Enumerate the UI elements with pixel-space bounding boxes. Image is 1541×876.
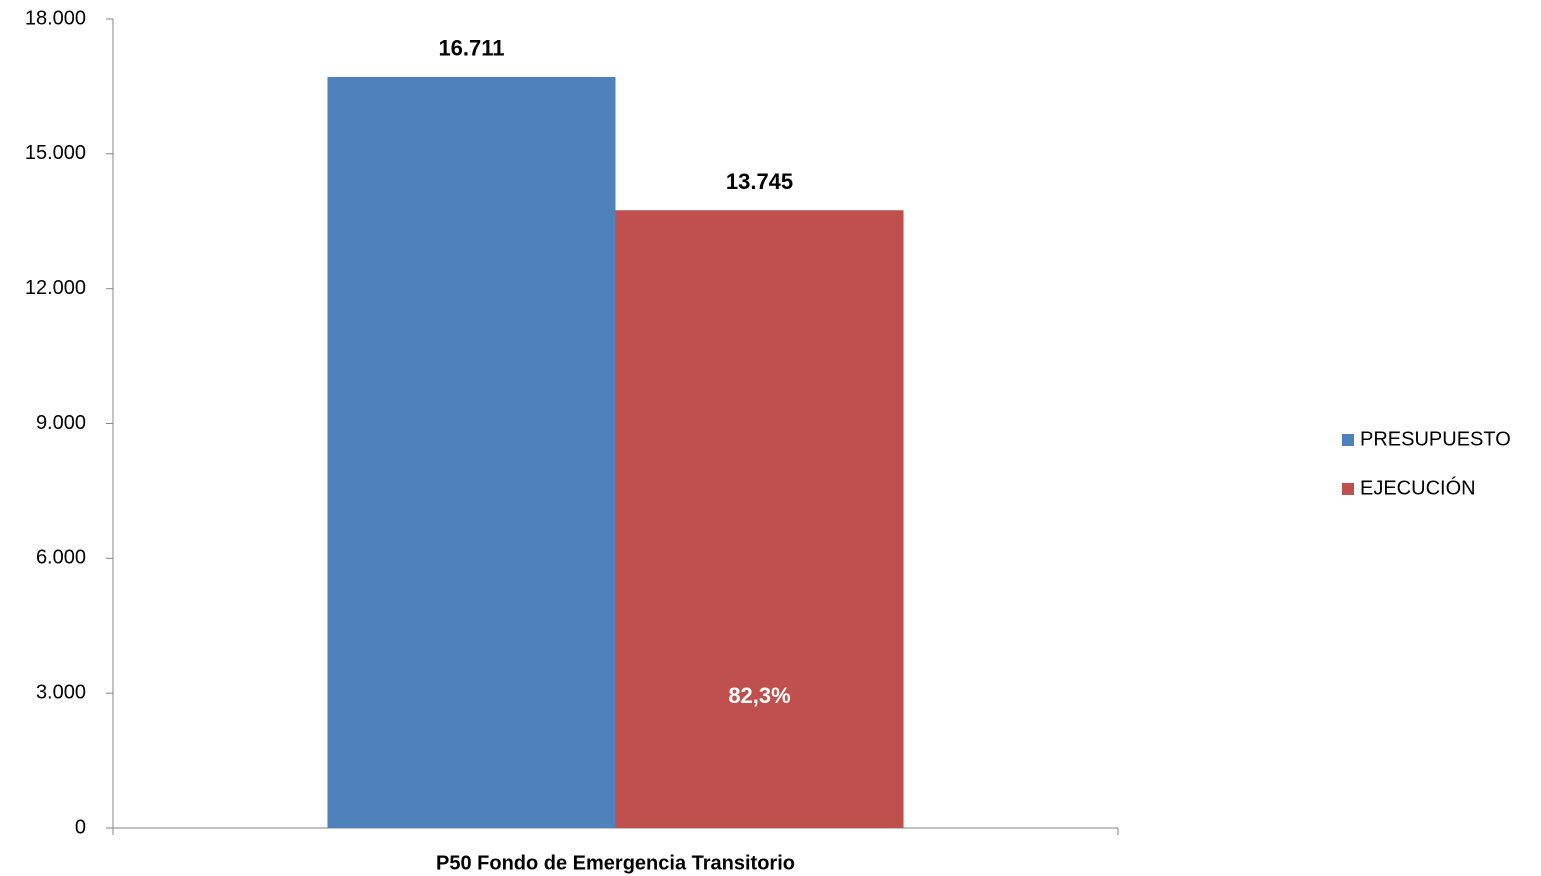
- bar: [327, 76, 616, 828]
- y-tick-label: 15.000: [25, 142, 86, 164]
- value-label: 16.711: [438, 36, 504, 61]
- legend-swatch: [1342, 483, 1354, 495]
- y-tick-label: 18.000: [25, 7, 86, 29]
- legend-label: PRESUPUESTO: [1360, 428, 1511, 450]
- y-tick-label: 3.000: [36, 681, 86, 703]
- y-tick-label: 9.000: [36, 412, 86, 434]
- legend-swatch: [1342, 434, 1354, 446]
- y-tick-label: 6.000: [36, 547, 86, 569]
- value-label: 13.745: [726, 169, 793, 194]
- legend-label: EJECUCIÓN: [1360, 476, 1476, 499]
- y-tick-label: 12.000: [25, 277, 86, 299]
- y-tick-label: 0: [75, 816, 86, 838]
- bar: [615, 210, 904, 828]
- annotation: 82,3%: [728, 683, 790, 708]
- x-tick-label: P50 Fondo de Emergencia Transitorio: [436, 852, 795, 874]
